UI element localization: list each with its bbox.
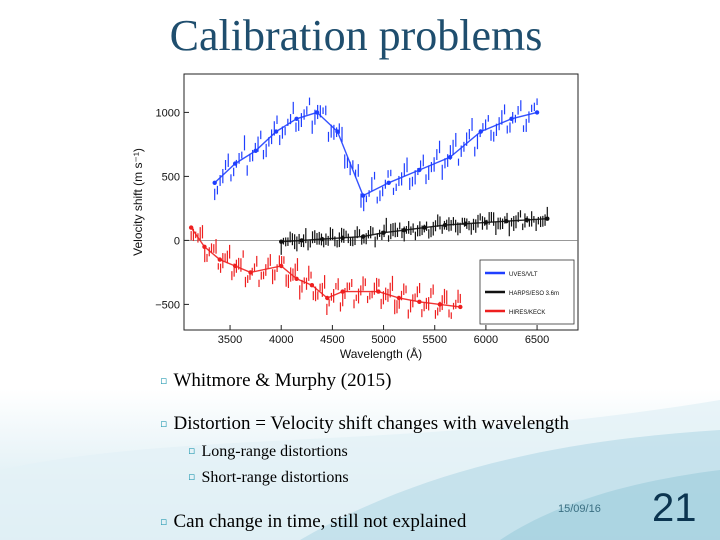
plot-frame — [183, 73, 579, 331]
sub-bullet-long-range: ▫ Long-range distortions — [188, 443, 348, 461]
x-axis-label: Wavelength (Å) — [340, 346, 422, 361]
x-tick-label: 6500 — [525, 334, 549, 346]
x-tick-label: 3500 — [218, 334, 242, 346]
bullet-icon: ▫ — [188, 470, 196, 483]
series-line — [190, 227, 461, 308]
data-point — [279, 239, 284, 244]
slide-date: 15/09/16 — [558, 503, 601, 515]
bullet-distortion: ▫ Distortion = Velocity shift changes wit… — [160, 413, 569, 435]
slide-title: Calibration problems — [169, 11, 543, 60]
series-line — [281, 217, 548, 243]
bullet-icon: ▫ — [160, 417, 168, 430]
chart-figure: 3500 4000 4500 5000 5500 6000 6500 1000 500 0 −500… — [128, 68, 590, 363]
bullet-icon: ▫ — [188, 444, 196, 457]
y-tick-label: 0 — [174, 235, 180, 247]
bullet-icon: ▫ — [160, 374, 168, 387]
series-line — [214, 111, 538, 197]
y-tick-label: −500 — [155, 299, 180, 311]
x-tick-label: 5500 — [422, 334, 446, 346]
bullet-text: Whitmore & Murphy (2015) — [173, 370, 392, 391]
x-tick-label: 4000 — [269, 334, 293, 346]
bullet-reference: ▫ Whitmore & Murphy (2015) — [160, 370, 391, 392]
y-axis-label: Velocity shift (m s⁻¹) — [131, 148, 145, 256]
y-tick-label: 500 — [162, 171, 180, 183]
bullet-text: Can change in time, still not explained — [173, 511, 467, 532]
bullet-text: Long-range distortions — [201, 443, 348, 460]
x-tick-label: 5000 — [371, 334, 395, 346]
bullet-icon: ▫ — [160, 515, 168, 528]
legend-label: HARPS/ESO 3.6m — [509, 291, 559, 297]
x-tick-label: 4500 — [320, 334, 344, 346]
bullet-text: Distortion = Velocity shift changes with… — [173, 413, 570, 434]
y-tick-label: 1000 — [156, 107, 180, 119]
sub-bullet-short-range: ▫ Short-range distortions — [188, 469, 349, 487]
bullet-time-change: ▫ Can change in time, still not explained — [160, 511, 466, 533]
x-tick-label: 6000 — [474, 334, 498, 346]
legend-label: UVES/VLT — [509, 272, 538, 278]
legend-label: HIRES/KECK — [509, 310, 545, 316]
bullet-text: Short-range distortions — [201, 469, 349, 486]
slide-page-number: 21 — [652, 486, 697, 530]
velocity-shift-chart: 3500 4000 4500 5000 5500 6000 650010005000−500… — [131, 73, 579, 361]
